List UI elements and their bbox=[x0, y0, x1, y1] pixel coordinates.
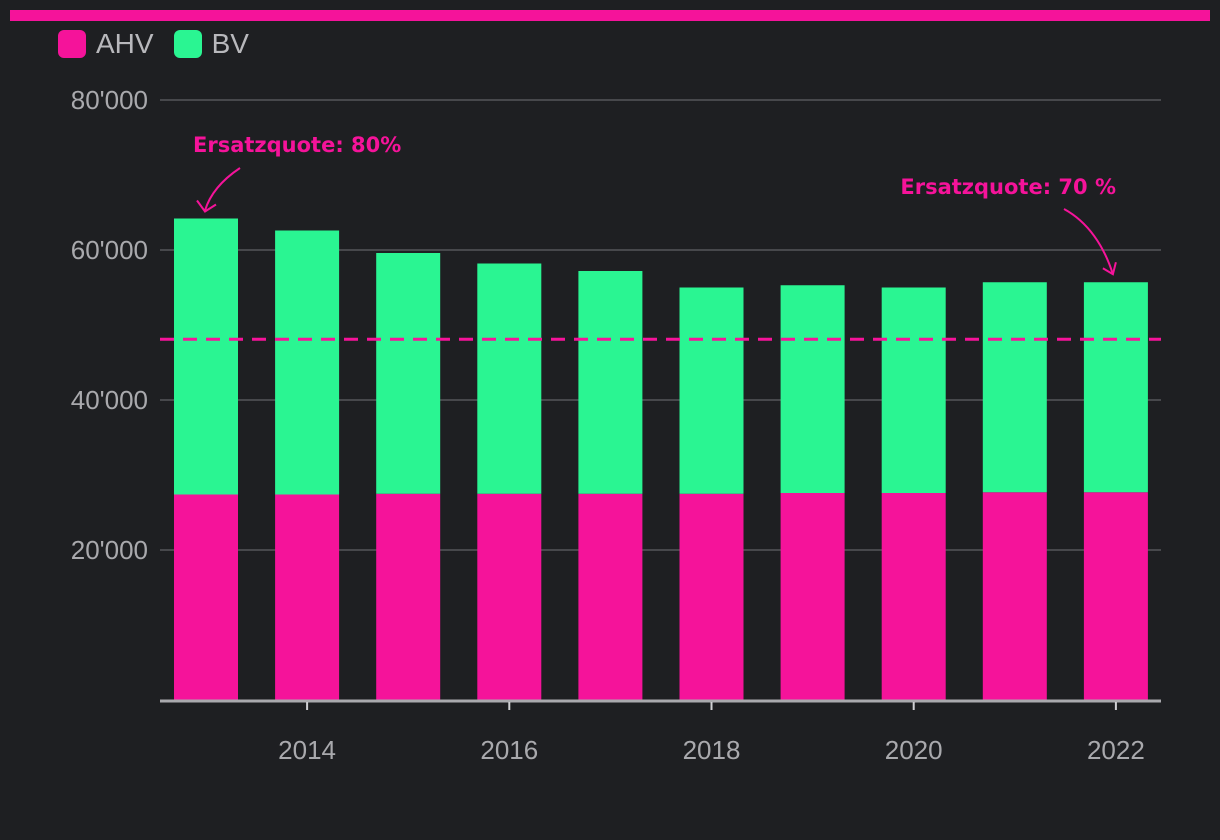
bar-bv-2015 bbox=[376, 253, 441, 494]
annotation-label-70: Ersatzquote: 70 % bbox=[900, 175, 1116, 199]
legend-label-bv: BV bbox=[211, 28, 249, 59]
bar-bv-2016 bbox=[477, 263, 542, 494]
legend-item-ahv[interactable]: AHV bbox=[58, 28, 154, 60]
y-tick-label: 20'000 bbox=[71, 535, 148, 565]
bar-ahv-2017 bbox=[578, 493, 643, 700]
annotation-label-80: Ersatzquote: 80% bbox=[193, 133, 401, 157]
bar-ahv-2015 bbox=[376, 493, 441, 700]
x-tick-label: 2016 bbox=[480, 735, 538, 765]
bar-ahv-2014 bbox=[275, 494, 340, 700]
y-tick-label: 80'000 bbox=[71, 85, 148, 115]
annotation-arrow-80 bbox=[204, 167, 241, 211]
bar-bv-2018 bbox=[679, 287, 744, 494]
bar-ahv-2013 bbox=[174, 494, 238, 700]
annotation-arrowhead-70 bbox=[1102, 262, 1117, 276]
x-tick-label: 2018 bbox=[683, 735, 741, 765]
legend-swatch-ahv bbox=[58, 30, 86, 58]
y-tick-label: 60'000 bbox=[71, 235, 148, 265]
bar-bv-2013 bbox=[174, 218, 238, 495]
x-tick-label: 2014 bbox=[278, 735, 336, 765]
bar-ahv-2019 bbox=[780, 493, 845, 700]
x-tick-label: 2020 bbox=[885, 735, 943, 765]
bar-ahv-2022 bbox=[1083, 492, 1148, 700]
bar-ahv-2018 bbox=[679, 493, 744, 700]
bar-bv-2021 bbox=[982, 282, 1047, 493]
bar-bv-2019 bbox=[780, 285, 845, 493]
bars bbox=[174, 218, 1148, 700]
legend: AHV BV bbox=[58, 28, 249, 60]
bar-ahv-2016 bbox=[477, 493, 542, 700]
bar-bv-2022 bbox=[1083, 282, 1148, 493]
bar-bv-2017 bbox=[578, 271, 643, 494]
x-axis-ticks: 2014 2016 2018 2020 2022 bbox=[278, 702, 1145, 765]
x-tick-label: 2022 bbox=[1087, 735, 1145, 765]
annotations: Ersatzquote: 80% Ersatzquote: 70 % bbox=[193, 133, 1117, 276]
bar-bv-2020 bbox=[881, 287, 946, 493]
legend-item-bv[interactable]: BV bbox=[173, 28, 249, 60]
legend-swatch-bv bbox=[173, 30, 202, 58]
bar-ahv-2020 bbox=[881, 493, 946, 700]
annotation-arrow-70 bbox=[1063, 208, 1114, 275]
annotation-arrowhead-80 bbox=[196, 199, 217, 213]
accent-top-bar bbox=[10, 10, 1210, 21]
bar-ahv-2021 bbox=[982, 492, 1047, 700]
bar-bv-2014 bbox=[275, 230, 340, 495]
y-tick-label: 40'000 bbox=[71, 385, 148, 415]
legend-label-ahv: AHV bbox=[96, 28, 154, 59]
